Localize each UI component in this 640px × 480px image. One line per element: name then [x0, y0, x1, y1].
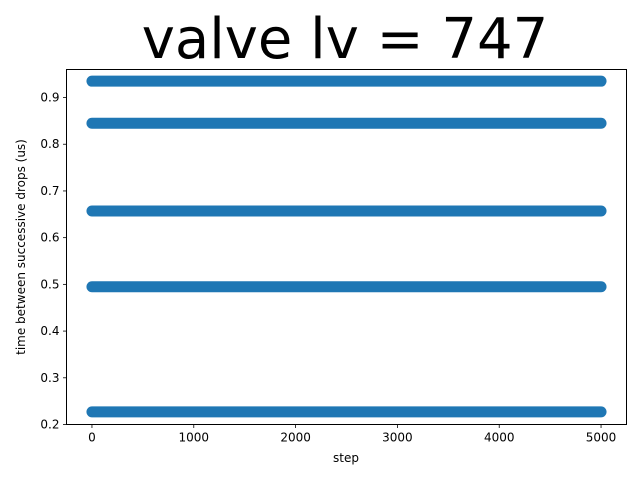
x-tick-label: 2000	[280, 431, 311, 445]
x-tick-label: 0	[88, 431, 96, 445]
y-tick-label: 0.5	[40, 277, 59, 291]
y-tick-label: 0.4	[40, 324, 59, 338]
y-axis: 0.2 0.3 0.4 0.5 0.6 0.7 0.8 0.9	[40, 91, 67, 432]
x-tick-label: 3000	[382, 431, 413, 445]
y-tick-label: 0.8	[40, 137, 59, 151]
x-axis-label: step	[333, 451, 359, 465]
x-axis: 0 1000 2000 3000 4000 5000	[88, 424, 617, 445]
y-tick-label: 0.2	[40, 418, 59, 432]
x-tick-label: 1000	[178, 431, 209, 445]
data-layer	[86, 75, 607, 418]
y-tick-label: 0.6	[40, 231, 59, 245]
chart-title: valve lv = 747	[142, 7, 549, 72]
y-tick-label: 0.7	[40, 184, 59, 198]
x-tick-label: 4000	[484, 431, 515, 445]
y-tick-label: 0.3	[40, 371, 59, 385]
y-axis-label: time between successive drops (us)	[14, 139, 28, 355]
x-tick-label: 5000	[586, 431, 617, 445]
plot-area-frame	[66, 69, 627, 425]
y-tick-label: 0.9	[40, 91, 59, 105]
